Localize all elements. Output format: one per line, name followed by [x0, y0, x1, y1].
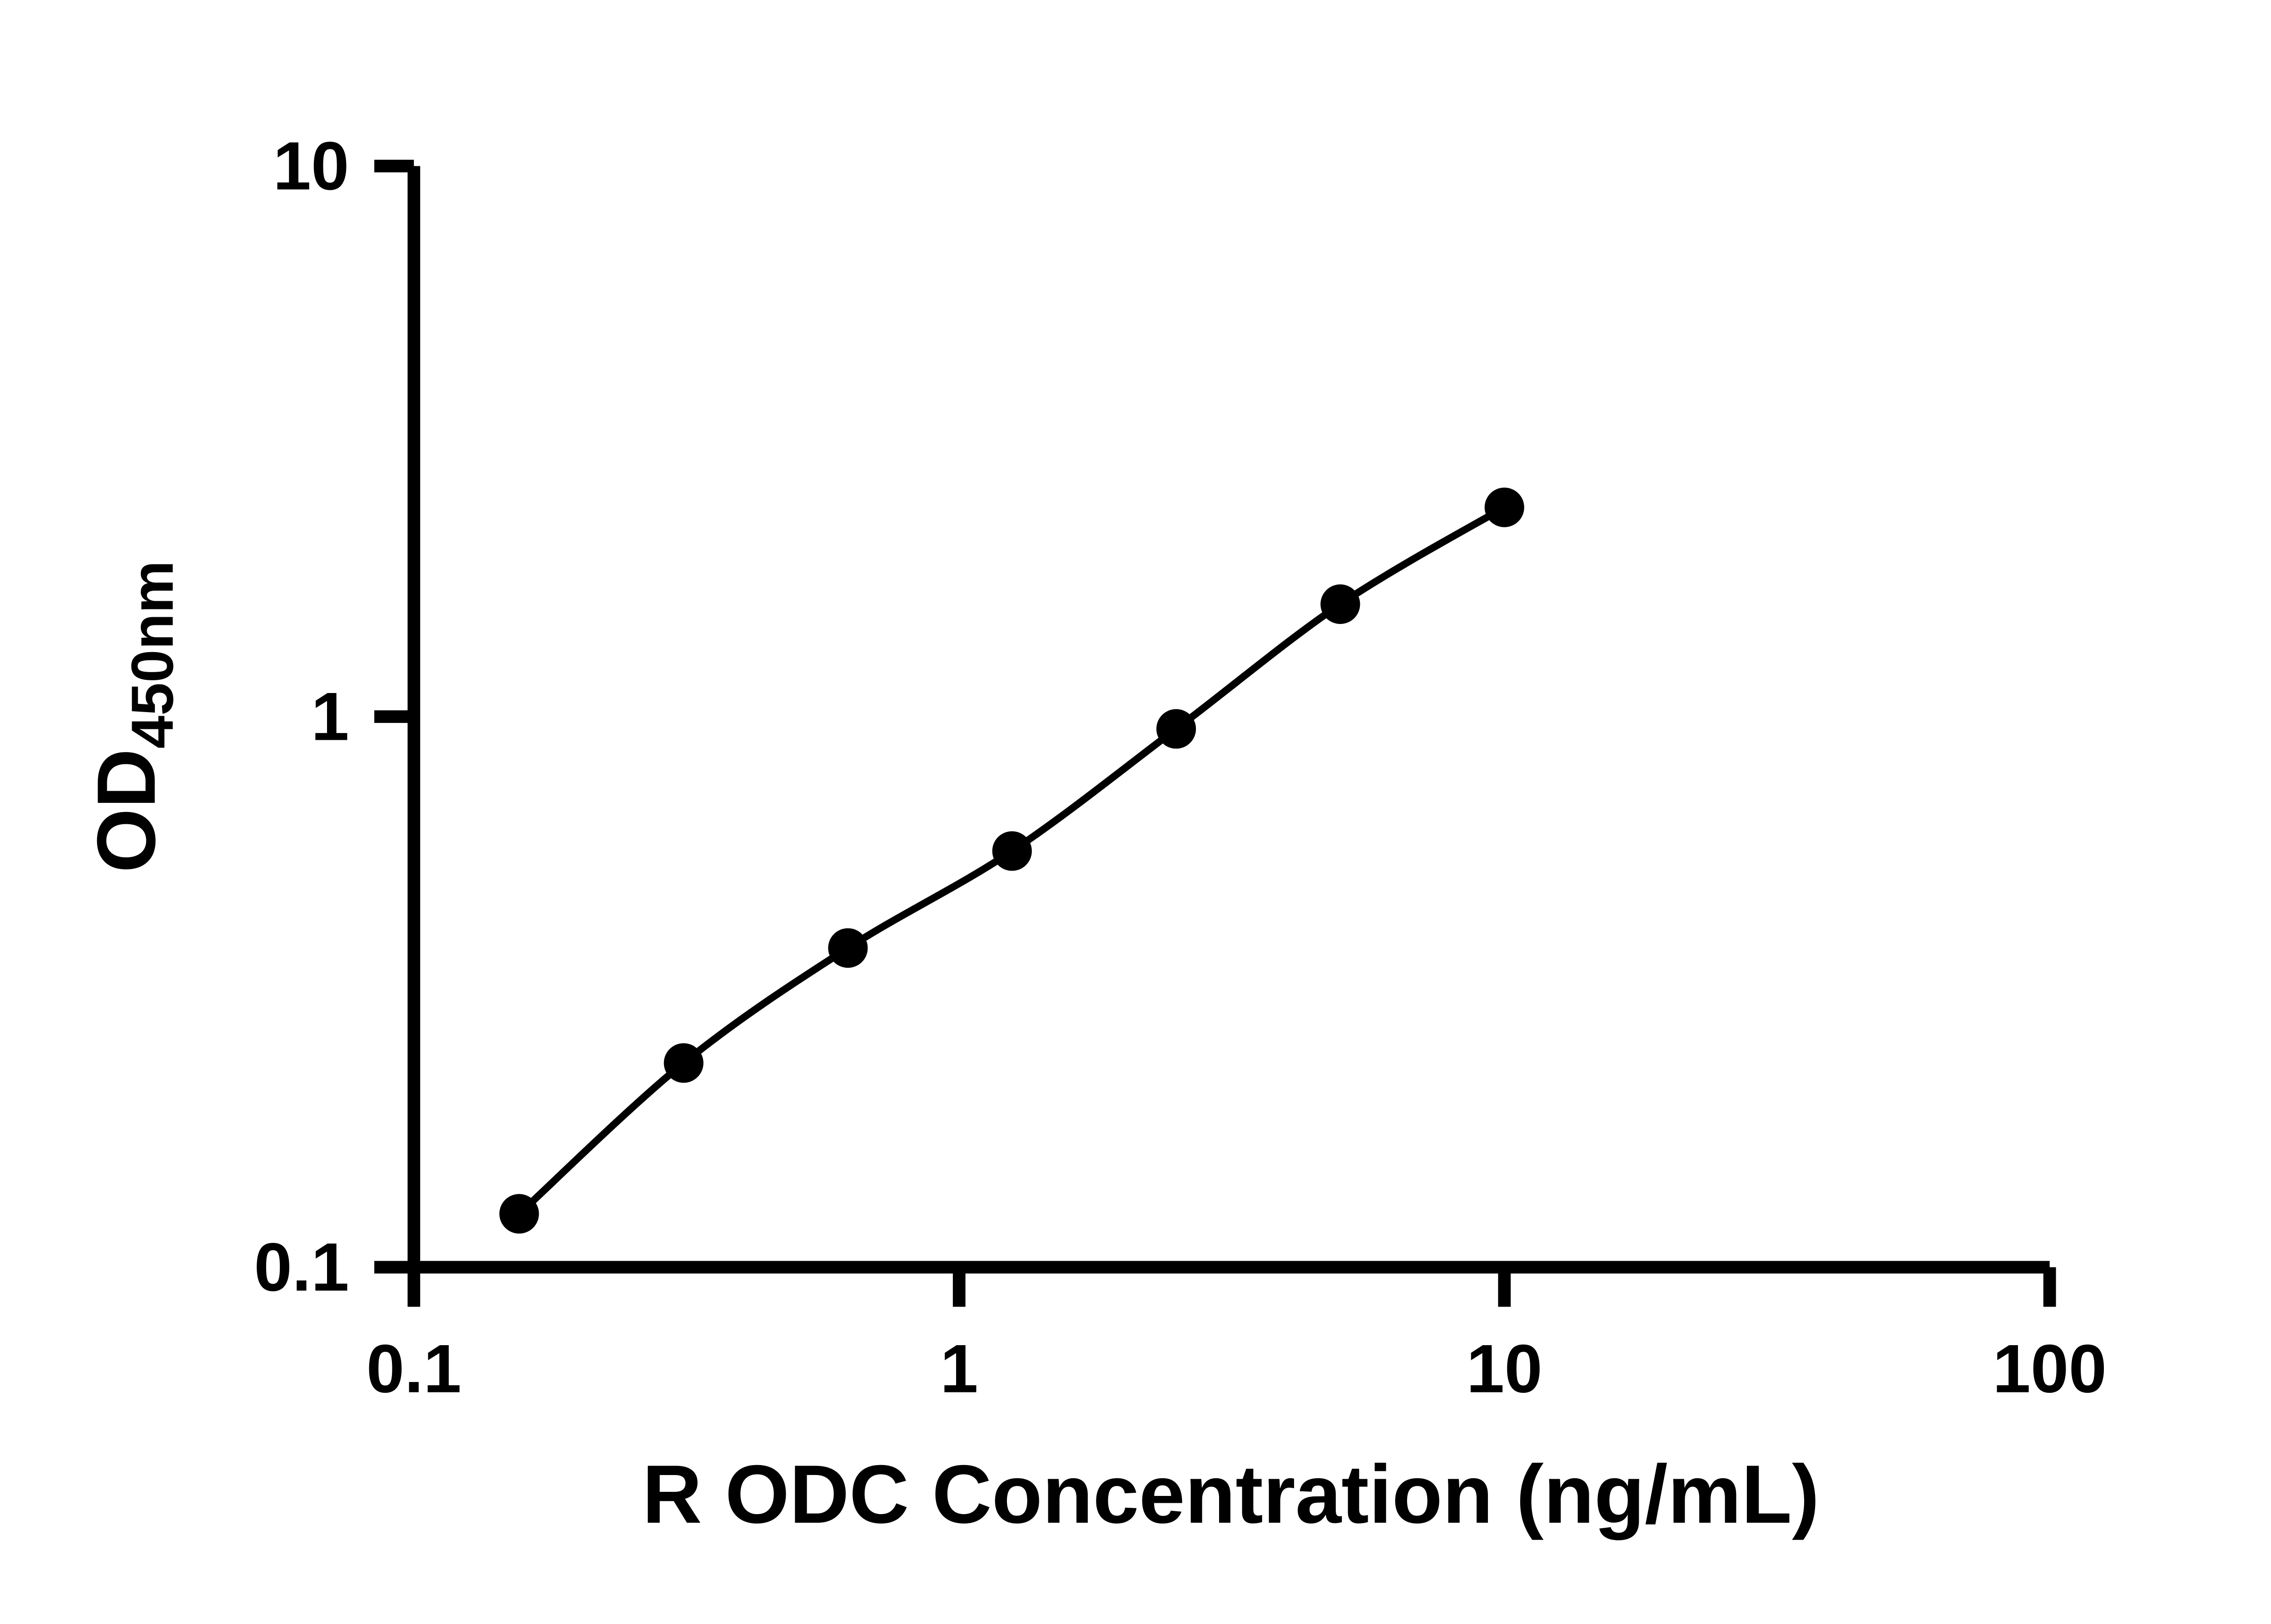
x-axis-ticks	[407, 1267, 2056, 1307]
x-tick-label: 100	[1993, 1331, 2107, 1407]
data-point	[1156, 709, 1196, 749]
x-tick-label: 10	[1466, 1331, 1542, 1407]
y-tick-label: 10	[273, 128, 349, 204]
x-tick-label: 1	[940, 1331, 978, 1407]
axis-frame	[407, 166, 2050, 1274]
x-tick-label: 0.1	[367, 1331, 461, 1407]
data-point	[992, 831, 1032, 871]
y-axis-ticks	[374, 159, 414, 1274]
y-axis-tick-labels: 10 1 0.1	[254, 128, 349, 1305]
y-tick-label: 0.1	[254, 1229, 349, 1305]
y-axis-title: OD450nm	[80, 560, 186, 873]
data-point	[1484, 487, 1524, 527]
data-point	[499, 1194, 539, 1234]
x-axis-tick-labels: 0.1 1 10 100	[367, 1331, 2107, 1407]
data-point	[828, 928, 868, 968]
y-axis-title-subscript: 450nm	[119, 560, 185, 748]
data-point	[1320, 584, 1360, 624]
x-axis-title: R ODC Concentration (ng/mL)	[642, 1448, 1820, 1540]
data-point	[664, 1043, 704, 1083]
y-tick-label: 1	[311, 678, 349, 755]
series-layer	[499, 487, 1524, 1234]
y-axis-title-main: OD	[80, 748, 173, 872]
